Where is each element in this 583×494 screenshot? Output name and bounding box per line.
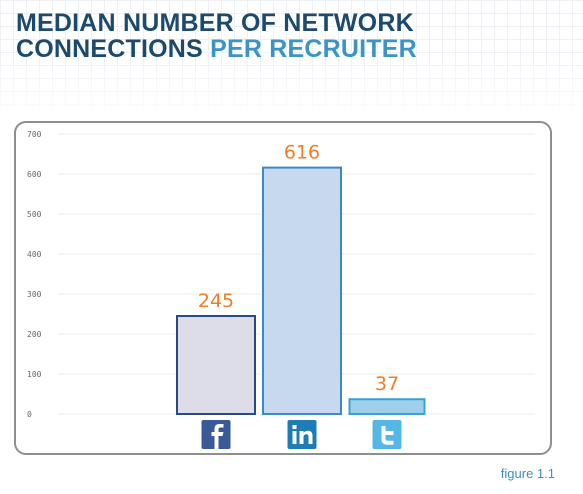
title-line-2a: CONNECTIONS	[16, 35, 203, 63]
y-tick-label: 400	[27, 250, 42, 259]
y-tick-label: 0	[27, 410, 32, 419]
data-label-twitter: 37	[375, 373, 399, 395]
title-line-2b: PER RECRUITER	[210, 35, 417, 63]
y-tick-label: 700	[27, 130, 42, 139]
facebook-icon	[201, 420, 231, 449]
data-label-facebook: 245	[198, 290, 234, 312]
bar-facebook	[176, 315, 256, 415]
y-tick-label: 200	[27, 330, 42, 339]
bar-linkedin	[262, 166, 342, 415]
chart-title: MEDIAN NUMBER OF NETWORK CONNECTIONS PER…	[16, 10, 417, 62]
twitter-icon	[372, 420, 402, 449]
linkedin-icon	[287, 420, 317, 449]
figure-label: figure 1.1	[500, 466, 555, 481]
y-tick-label: 100	[27, 370, 42, 379]
header-grid-fade	[0, 60, 583, 120]
y-tick-label: 600	[27, 170, 42, 179]
title-line-1: MEDIAN NUMBER OF NETWORK	[16, 9, 414, 37]
bar-twitter	[348, 398, 426, 416]
y-tick-label: 500	[27, 210, 42, 219]
data-label-linkedin: 616	[284, 142, 320, 164]
y-tick-label: 300	[27, 290, 42, 299]
